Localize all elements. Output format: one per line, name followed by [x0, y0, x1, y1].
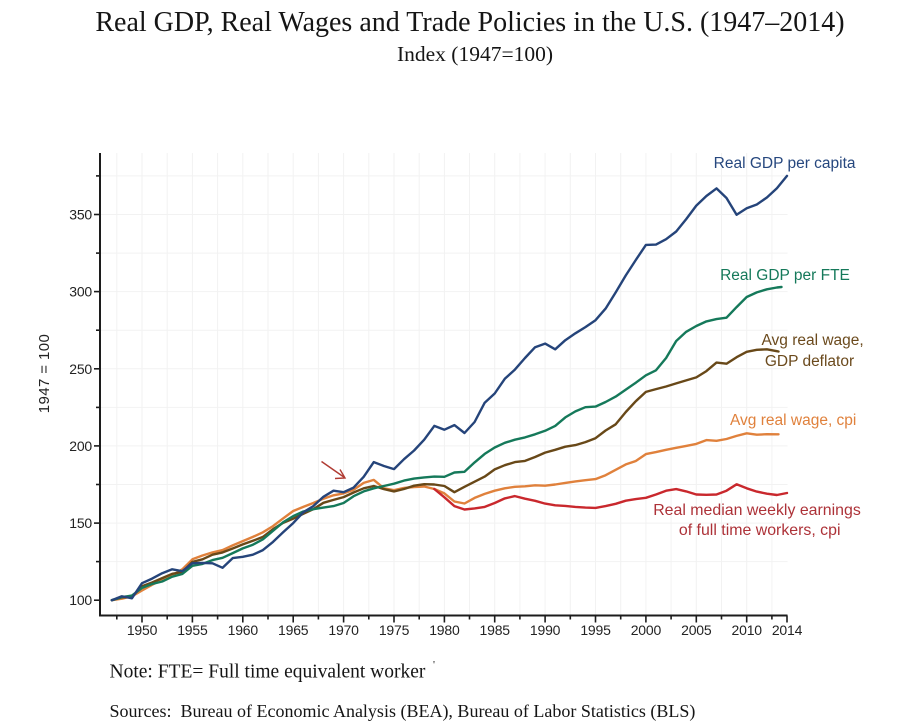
svg-text:250: 250: [69, 361, 92, 377]
svg-text:1960: 1960: [228, 622, 259, 638]
svg-text:Sources: Bureau of Economic A: Sources: Bureau of Economic Analysis (BE…: [110, 701, 696, 722]
svg-text:1965: 1965: [278, 622, 309, 638]
svg-text:Note: FTE= Full time equivalen: Note: FTE= Full time equivalent worker: [110, 662, 426, 683]
svg-text:150: 150: [69, 515, 92, 531]
svg-text:Real GDP per FTE: Real GDP per FTE: [720, 267, 850, 284]
svg-text:': ': [433, 659, 435, 671]
svg-text:Index (1947=100): Index (1947=100): [397, 42, 553, 66]
svg-text:2010: 2010: [732, 622, 763, 638]
svg-text:Avg real wage,: Avg real wage,: [761, 332, 863, 349]
svg-text:1980: 1980: [429, 622, 460, 638]
svg-text:100: 100: [69, 592, 92, 608]
svg-text:Real median weekly earnings: Real median weekly earnings: [653, 502, 861, 519]
svg-text:1950: 1950: [127, 622, 158, 638]
svg-text:GDP deflator: GDP deflator: [765, 353, 854, 370]
svg-text:Real GDP, Real Wages and Trade: Real GDP, Real Wages and Trade Policies …: [95, 7, 844, 38]
svg-text:1970: 1970: [328, 622, 359, 638]
svg-text:2000: 2000: [631, 622, 662, 638]
svg-text:1947 = 100: 1947 = 100: [36, 334, 53, 414]
svg-text:1990: 1990: [530, 622, 561, 638]
svg-text:200: 200: [69, 438, 92, 454]
svg-text:1955: 1955: [177, 622, 208, 638]
svg-text:1995: 1995: [580, 622, 611, 638]
svg-text:of full time workers, cpi: of full time workers, cpi: [679, 522, 841, 539]
svg-text:300: 300: [69, 284, 92, 300]
svg-text:350: 350: [69, 207, 92, 223]
svg-text:Real GDP per capita: Real GDP per capita: [714, 155, 856, 172]
svg-text:2005: 2005: [681, 622, 712, 638]
svg-text:1985: 1985: [480, 622, 511, 638]
svg-text:Avg real wage, cpi: Avg real wage, cpi: [730, 412, 856, 429]
svg-text:1975: 1975: [379, 622, 410, 638]
svg-text:2014: 2014: [772, 622, 803, 638]
